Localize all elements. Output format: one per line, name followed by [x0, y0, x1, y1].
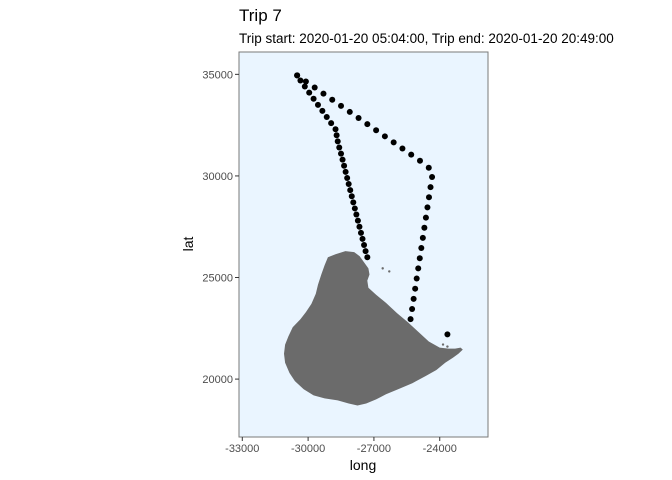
trip-point: [345, 181, 352, 188]
x-tick-label: -33000: [225, 443, 259, 455]
trip-point: [354, 217, 361, 224]
trip-point: [344, 174, 351, 181]
trip-point: [310, 95, 317, 102]
trip-point: [427, 184, 434, 191]
y-tick-label: 30000: [202, 171, 233, 183]
trip-point: [297, 77, 304, 84]
trip-point: [412, 285, 419, 292]
trip-point: [332, 126, 339, 133]
islet-speck: [446, 345, 449, 348]
islet-speck: [441, 343, 445, 346]
y-axis-title: lat: [180, 237, 196, 252]
trip-point: [364, 121, 371, 128]
trip-point: [306, 89, 313, 96]
island-landmass: [284, 251, 463, 406]
trip-point: [341, 162, 348, 169]
trip-point: [364, 254, 371, 261]
trip-point: [294, 72, 301, 79]
trip-point: [421, 224, 428, 231]
trip-point: [314, 101, 321, 108]
trip-point: [373, 127, 380, 134]
trip-point: [416, 255, 423, 262]
x-tick-label: -24000: [423, 443, 457, 455]
trip-point: [333, 132, 340, 139]
trip-point: [415, 265, 422, 272]
trip-point: [407, 316, 414, 323]
trip-point: [418, 245, 425, 252]
trip-point: [408, 151, 415, 158]
trip-point: [328, 120, 335, 127]
x-axis-title: long: [350, 457, 376, 473]
trip-point: [359, 235, 366, 242]
trip-point: [361, 242, 368, 249]
trip-points-layer: [294, 72, 451, 338]
trip-point: [424, 204, 431, 211]
trip-point: [399, 145, 406, 152]
trip-point: [347, 187, 354, 194]
trip-point: [357, 229, 364, 236]
trip-point: [350, 199, 357, 206]
trip-point: [329, 96, 336, 103]
trip-point: [323, 114, 330, 121]
trip-point: [338, 150, 345, 157]
trip-point: [301, 83, 308, 90]
trip-point: [351, 205, 358, 212]
trip-point: [410, 295, 417, 302]
trip-point: [362, 248, 369, 255]
trip-point: [320, 90, 327, 97]
islet-speck: [381, 267, 384, 270]
trip-point: [409, 306, 416, 313]
trip-point: [390, 139, 397, 146]
trip-point: [334, 138, 341, 145]
trip-point: [381, 133, 388, 140]
chart-title: Trip 7: [239, 6, 282, 25]
trip-point: [416, 157, 423, 164]
trip-point: [444, 331, 451, 338]
trip-point: [338, 102, 345, 109]
trip-point: [413, 275, 420, 282]
trip-point: [419, 234, 426, 241]
islet-speck: [388, 270, 391, 273]
x-tick-label: -27000: [357, 443, 391, 455]
trip-point: [336, 144, 343, 151]
y-tick-label: 35000: [202, 69, 233, 81]
trip-point: [429, 173, 436, 180]
trip-point: [425, 194, 432, 201]
y-tick-label: 25000: [202, 273, 233, 285]
trip-point: [346, 108, 353, 115]
trip-point: [302, 78, 309, 85]
trip-point: [339, 156, 346, 163]
y-tick-label: 20000: [202, 374, 233, 386]
x-axis: -33000 -30000 -27000 -24000: [225, 437, 457, 455]
y-axis: 20000 25000 30000 35000: [202, 69, 239, 386]
trip-point: [425, 164, 432, 171]
trip-point: [311, 84, 318, 91]
trip-point: [319, 107, 326, 114]
chart-subtitle: Trip start: 2020-01-20 05:04:00, Trip en…: [239, 31, 614, 46]
trip-point: [356, 223, 363, 230]
trip-point: [422, 214, 429, 221]
x-tick-label: -30000: [291, 443, 325, 455]
land-layer: [284, 251, 463, 406]
trip-point: [348, 193, 355, 200]
trip-point: [342, 168, 349, 175]
trip-point: [353, 211, 360, 218]
trip-point: [355, 115, 362, 122]
